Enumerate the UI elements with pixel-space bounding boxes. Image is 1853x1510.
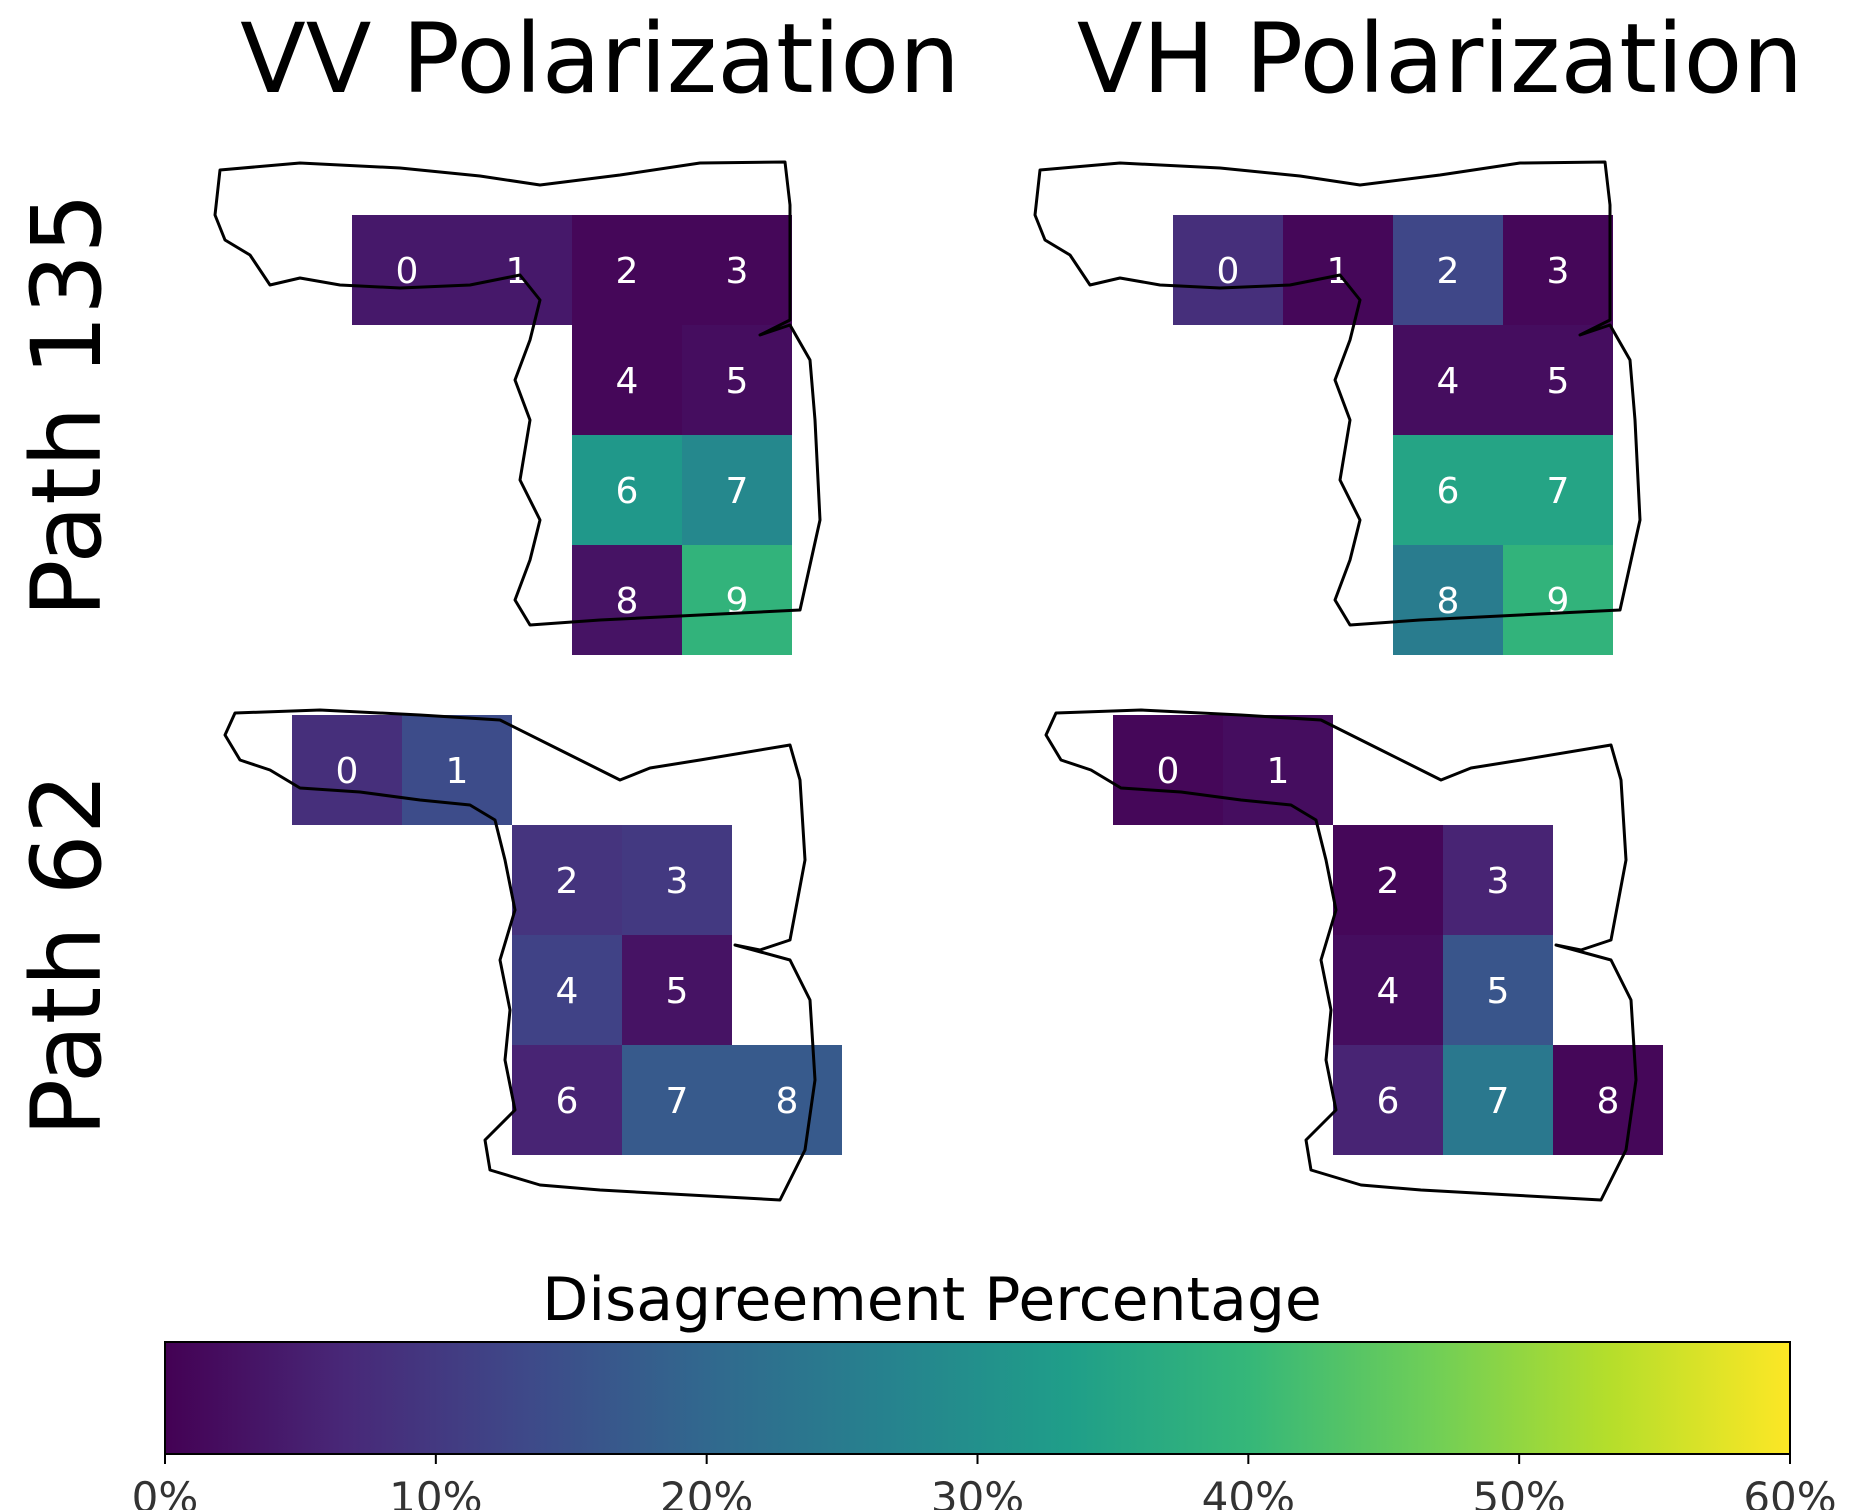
heatmap-cell: [682, 545, 792, 655]
heatmap-cell: [572, 435, 682, 545]
cell-label: 3: [666, 861, 689, 902]
cell-label: 2: [1437, 251, 1460, 292]
colorbar-tick-label: 50%: [1472, 1473, 1565, 1510]
column-title-vv: VV Polarization: [240, 3, 960, 115]
heatmap-cell: [622, 825, 732, 935]
heatmap-cell: [572, 325, 682, 435]
heatmap-cell: [1173, 215, 1283, 325]
heatmap-cell: [1503, 215, 1613, 325]
cell-label: 1: [446, 751, 469, 792]
region-outline: [223, 708, 817, 1202]
heatmap-cell: [1333, 825, 1443, 935]
cell-label: 8: [1437, 581, 1460, 622]
colorbar-tick-label: 10%: [389, 1473, 482, 1510]
cell-label: 6: [556, 1081, 579, 1122]
heatmap-cell: [462, 215, 572, 325]
heatmap-cell: [1283, 215, 1393, 325]
row-title-path-135: Path 135: [11, 193, 123, 618]
colorbar-ticks: 0% 10% 20% 30% 40% 50% 60%: [132, 1454, 1837, 1510]
cell-label: 1: [506, 251, 529, 292]
heatmap-cell: [1393, 545, 1503, 655]
heatmap-cell: [682, 325, 792, 435]
colorbar-tick-label: 40%: [1202, 1473, 1295, 1510]
cell-label: 6: [1437, 471, 1460, 512]
heatmap-cell: [292, 715, 402, 825]
heatmap-cell: [1443, 825, 1553, 935]
heatmap-cell: [1443, 1045, 1553, 1155]
heatmap-cell: [1443, 935, 1553, 1045]
heatmap-cell: [1503, 325, 1613, 435]
cell-label: 4: [556, 971, 579, 1012]
heatmap-cell: [1553, 1045, 1663, 1155]
heatmap-cell: [1393, 435, 1503, 545]
heatmap-cell: [512, 935, 622, 1045]
cell-label: 8: [1597, 1081, 1620, 1122]
cell-label: 5: [1547, 361, 1570, 402]
colorbar-tick-label: 30%: [931, 1473, 1024, 1510]
heatmap-cell: [512, 1045, 622, 1155]
cell-label: 0: [396, 251, 419, 292]
cell-label: 7: [1547, 471, 1570, 512]
cell-label: 4: [616, 361, 639, 402]
column-title-vh: VH Polarization: [1077, 3, 1803, 115]
cell-label: 3: [1487, 861, 1510, 902]
heatmap-cell: [1333, 935, 1443, 1045]
row-title-path-62: Path 62: [11, 773, 123, 1137]
colorbar-tick-label: 60%: [1743, 1473, 1836, 1510]
cell-label: 9: [726, 581, 749, 622]
cell-label: 0: [1217, 251, 1240, 292]
cell-label: 3: [1547, 251, 1570, 292]
heatmap-cell: [682, 435, 792, 545]
region-outline: [1033, 160, 1642, 627]
heatmap-cell: [1223, 715, 1333, 825]
cell-label: 3: [726, 251, 749, 292]
heatmap-cell: [1113, 715, 1223, 825]
colorbar-tick-label: 0%: [132, 1473, 199, 1510]
cell-label: 5: [666, 971, 689, 1012]
cell-label: 8: [616, 581, 639, 622]
heatmap-cell: [682, 215, 792, 325]
cell-label: 8: [776, 1081, 799, 1122]
colorbar-title: Disagreement Percentage: [542, 1265, 1322, 1335]
cell-label: 7: [726, 471, 749, 512]
heatmap-cell: [622, 1045, 732, 1155]
heatmap-cell: [732, 1045, 842, 1155]
heatmap-cell: [512, 825, 622, 935]
cell-label: 7: [1487, 1081, 1510, 1122]
cell-label: 2: [556, 861, 579, 902]
cell-label: 1: [1327, 251, 1350, 292]
cell-label: 6: [1377, 1081, 1400, 1122]
region-outline: [1044, 708, 1638, 1202]
colorbar-tick-label: 20%: [660, 1473, 753, 1510]
cell-label: 9: [1547, 581, 1570, 622]
cell-label: 4: [1377, 971, 1400, 1012]
heatmap-cell: [1503, 435, 1613, 545]
heatmap-cell: [572, 545, 682, 655]
cell-label: 0: [336, 751, 359, 792]
cell-label: 0: [1157, 751, 1180, 792]
cell-label: 5: [1487, 971, 1510, 1012]
cell-label: 4: [1437, 361, 1460, 402]
cell-label: 1: [1267, 751, 1290, 792]
region-outline: [213, 160, 822, 627]
cell-label: 6: [616, 471, 639, 512]
heatmap-cell: [352, 215, 462, 325]
panel-path-135-vh: 0 1 2 3 4 5 6 7 8 9: [1033, 160, 1642, 655]
heatmap-cell: [1393, 215, 1503, 325]
cell-label: 5: [726, 361, 749, 402]
cell-label: 2: [1377, 861, 1400, 902]
panel-path-135-vv: 0 1 2 3 4 5 6 7 8 9: [213, 160, 822, 655]
cell-label: 7: [666, 1081, 689, 1122]
panel-path-62-vv: 0 1 2 3 4 5 6 7 8: [223, 708, 842, 1202]
heatmap-cell: [1393, 325, 1503, 435]
cell-label: 2: [616, 251, 639, 292]
heatmap-cell: [572, 215, 682, 325]
heatmap-cell: [1503, 545, 1613, 655]
heatmap-cell: [402, 715, 512, 825]
panel-path-62-vh: 0 1 2 3 4 5 6 7 8: [1044, 708, 1663, 1202]
colorbar: [164, 1341, 1791, 1455]
heatmap-cell: [622, 935, 732, 1045]
heatmap-cell: [1333, 1045, 1443, 1155]
